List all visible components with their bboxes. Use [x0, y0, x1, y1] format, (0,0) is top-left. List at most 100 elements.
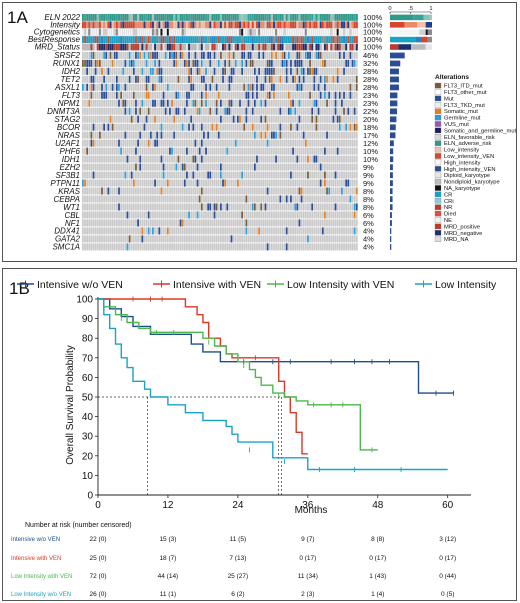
gene-cell — [181, 227, 184, 235]
annotation-cell — [343, 21, 345, 29]
legend-swatch — [434, 114, 442, 121]
gene-cell — [183, 171, 186, 179]
gene-cell — [94, 227, 97, 235]
annotation-cell — [183, 21, 186, 29]
gene-cell — [294, 107, 297, 115]
gene-cell — [264, 107, 267, 115]
gene-cell — [268, 139, 271, 147]
gene-cell — [103, 155, 105, 163]
gene-cell — [188, 219, 190, 227]
gene-cell — [220, 123, 222, 131]
gene-cell — [258, 91, 260, 99]
gene-cell — [160, 227, 163, 235]
gene-cell — [166, 195, 169, 203]
annotation-cell — [192, 21, 195, 29]
gene-cell — [200, 219, 203, 227]
gene-cell — [166, 235, 169, 243]
gene-cell — [120, 83, 122, 91]
annotation-cell — [162, 43, 165, 51]
gene-cell — [264, 99, 267, 107]
gene-cell — [147, 155, 150, 163]
annotation-summary-segment — [390, 14, 414, 21]
gene-cell — [82, 51, 84, 59]
gene-cell — [334, 243, 337, 251]
gene-cell — [196, 115, 199, 123]
gene-cell — [351, 131, 354, 139]
gene-cell — [247, 219, 250, 227]
gene-cell — [103, 235, 105, 243]
gene-cell — [171, 187, 173, 195]
gene-cell — [109, 147, 112, 155]
gene-cell — [96, 203, 99, 211]
gene-cell — [215, 147, 218, 155]
gene-cell — [164, 115, 167, 123]
gene-cell — [120, 235, 122, 243]
annotation-cell — [239, 28, 241, 36]
gene-cell — [205, 91, 207, 99]
gene-cell — [194, 179, 197, 187]
gene-cell — [186, 99, 188, 107]
annotation-cell — [209, 36, 212, 43]
gene-cell — [264, 195, 267, 203]
gene-cell — [120, 131, 122, 139]
gene-cell — [215, 179, 218, 187]
legend-swatch — [434, 230, 442, 236]
gene-cell — [260, 123, 263, 131]
gene-cell — [287, 203, 290, 211]
gene-cell — [82, 243, 84, 251]
gene-cell — [86, 203, 89, 211]
gene-cell — [304, 219, 307, 227]
gene-cell — [249, 187, 252, 195]
annotation-cell — [107, 14, 110, 21]
gene-cell — [139, 147, 142, 155]
gene-cell — [249, 115, 252, 123]
gene-cell — [177, 155, 180, 163]
risk-row-label: Intensive w/o VEN — [11, 537, 60, 543]
gene-cell — [88, 51, 91, 59]
gene-cell — [181, 51, 184, 59]
gene-cell — [264, 187, 267, 195]
gene-cell — [247, 99, 250, 107]
annotation-cell — [236, 36, 239, 43]
annotation-cell — [243, 43, 246, 51]
annotation-cell — [88, 28, 91, 36]
gene-cell — [181, 83, 184, 91]
gene-cell — [181, 131, 184, 139]
gene-cell — [115, 243, 118, 251]
gene-cell — [188, 67, 190, 75]
gene-cell — [105, 195, 108, 203]
gene-cell — [266, 155, 269, 163]
gene-cell — [215, 123, 218, 131]
risk-cell: 0 (17) — [299, 555, 316, 562]
gene-cell — [334, 187, 337, 195]
gene-cell — [158, 51, 161, 59]
annotation-cell — [141, 21, 144, 29]
gene-cell — [334, 155, 337, 163]
gene-cell — [111, 195, 114, 203]
gene-cell — [296, 67, 299, 75]
gene-cell — [249, 171, 252, 179]
annotation-cell — [175, 43, 178, 51]
annotation-cell — [336, 28, 339, 36]
risk-row-0: Intensive w/o VEN 22 (0) 15 (3) 11 (5) 9 (7)… — [11, 536, 456, 543]
annotation-cell — [343, 36, 345, 43]
gene-cell — [200, 147, 203, 155]
gene-cell — [156, 139, 159, 147]
gene-cell — [188, 131, 190, 139]
gene-cell — [109, 203, 112, 211]
gene-cell — [145, 139, 148, 147]
gene-cell — [277, 83, 280, 91]
gene-cell — [173, 243, 176, 251]
gene-cell — [328, 163, 331, 171]
annotation-cell — [226, 36, 229, 43]
annotation-cell — [270, 28, 273, 36]
annotation-cell — [268, 36, 271, 43]
gene-cell — [253, 195, 256, 203]
gene-cell — [96, 123, 99, 131]
gene-cell — [188, 187, 190, 195]
gene-cell — [224, 171, 227, 179]
gene-row-2: IDH2 28% — [62, 67, 379, 76]
gene-cell — [258, 139, 260, 147]
gene-cell — [143, 67, 146, 75]
alterations-legend: Alterations FLT3_ITD_mutFLT3_other_mutMu… — [434, 74, 516, 243]
